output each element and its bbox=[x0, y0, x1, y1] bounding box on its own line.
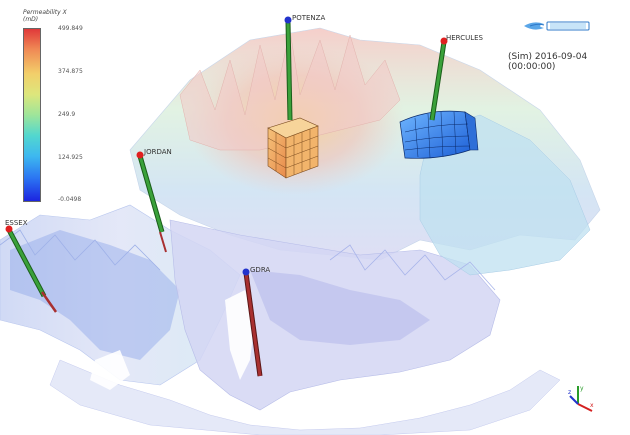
simulation-timestamp: (Sim) 2016-09-04 (00:00:00) bbox=[508, 52, 588, 72]
grid-block-orange[interactable] bbox=[267, 117, 319, 179]
surface-edge bbox=[0, 229, 161, 271]
well-label-jordan: JORDAN bbox=[144, 148, 172, 156]
resinsight-logo-icon bbox=[524, 21, 590, 31]
well-label-hercules: HERCULES bbox=[446, 34, 483, 42]
well-head-marker[interactable] bbox=[136, 151, 144, 159]
surface-edge bbox=[329, 244, 496, 291]
svg-text:y: y bbox=[580, 385, 584, 392]
surface-right bbox=[419, 114, 591, 276]
well-gdra[interactable] bbox=[242, 268, 263, 377]
surface-center-shadow bbox=[250, 270, 430, 345]
well-potenza[interactable] bbox=[284, 16, 293, 121]
well-label-potenza: POTENZA bbox=[292, 14, 326, 22]
xyz-axes-icon[interactable]: y x z bbox=[568, 382, 598, 414]
well-label-gdra: GDRA bbox=[250, 266, 271, 274]
surface-gap bbox=[225, 290, 255, 380]
svg-text:x: x bbox=[590, 402, 594, 409]
well-head-marker[interactable] bbox=[5, 225, 13, 233]
well-essex[interactable] bbox=[5, 225, 58, 313]
well-hercules[interactable] bbox=[429, 37, 448, 121]
legend-tick-min: -0.0498 bbox=[58, 196, 82, 203]
well-jordan[interactable] bbox=[136, 151, 167, 253]
well-head-marker[interactable] bbox=[440, 37, 448, 45]
color-legend-bar[interactable] bbox=[23, 28, 41, 202]
legend-title-line2: (mD) bbox=[23, 16, 39, 23]
well-label-essex: ESSEX bbox=[5, 219, 28, 227]
legend-tick: 249.9 bbox=[58, 111, 76, 118]
legend-tick: 124.925 bbox=[58, 154, 83, 161]
surface-left-dark bbox=[10, 230, 180, 360]
well-head-marker[interactable] bbox=[284, 16, 292, 24]
svg-text:z: z bbox=[568, 389, 571, 396]
surface-bottom bbox=[49, 359, 561, 435]
legend-title-line1: Permeability X bbox=[23, 9, 67, 16]
legend-tick: 374.875 bbox=[58, 68, 83, 75]
grid-block-blue[interactable] bbox=[399, 110, 479, 159]
legend-tick-max: 499.849 bbox=[58, 25, 83, 32]
surface-gap bbox=[90, 350, 130, 390]
well-head-marker[interactable] bbox=[242, 268, 250, 276]
color-legend-title: Permeability X (mD) bbox=[23, 9, 67, 23]
